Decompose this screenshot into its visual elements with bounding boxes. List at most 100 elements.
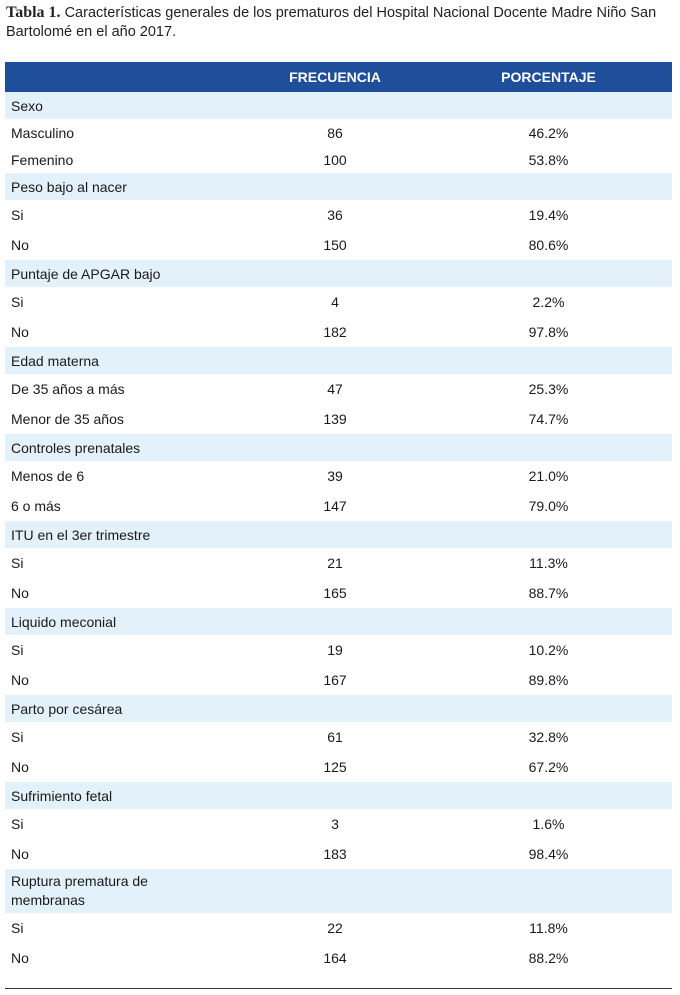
table-row: Menor de 35 años 139 74.7%	[5, 404, 672, 434]
table-row: Menos de 6 39 21.0%	[5, 461, 672, 491]
row-label: Si	[5, 287, 245, 317]
row-porcentaje: 32.8%	[425, 722, 672, 752]
table-caption-text: Características generales de los prematu…	[6, 5, 657, 40]
group-row: Parto por cesárea	[5, 695, 672, 722]
group-row: Liquido meconial	[5, 608, 672, 635]
group-row: Ruptura prematura de membranas	[5, 869, 672, 913]
characteristics-table: FRECUENCIA PORCENTAJE Sexo Masculino 86 46.…	[5, 62, 672, 973]
row-porcentaje: 89.8%	[425, 665, 672, 695]
row-label: No	[5, 839, 245, 869]
row-frecuencia: 36	[245, 200, 425, 230]
row-frecuencia: 150	[245, 230, 425, 260]
row-frecuencia: 21	[245, 548, 425, 578]
row-label: No	[5, 665, 245, 695]
header-porcentaje: PORCENTAJE	[425, 62, 672, 92]
table-row: No 182 97.8%	[5, 317, 672, 347]
group-row: Puntaje de APGAR bajo	[5, 260, 672, 287]
group-title: Parto por cesárea	[5, 695, 672, 722]
table-row: Si 3 1.6%	[5, 809, 672, 839]
header-variable	[5, 62, 245, 92]
row-porcentaje: 19.4%	[425, 200, 672, 230]
header-frecuencia: FRECUENCIA	[245, 62, 425, 92]
row-label: Si	[5, 913, 245, 943]
row-label: 6 o más	[5, 491, 245, 521]
row-label: Si	[5, 200, 245, 230]
row-frecuencia: 164	[245, 943, 425, 973]
row-porcentaje: 88.7%	[425, 578, 672, 608]
table-row: No 167 89.8%	[5, 665, 672, 695]
row-label: No	[5, 317, 245, 347]
table-bottom-rule	[5, 988, 672, 989]
table-caption-label: Tabla 1.	[6, 4, 61, 21]
row-label: No	[5, 943, 245, 973]
row-porcentaje: 53.8%	[425, 146, 672, 173]
row-label: Si	[5, 809, 245, 839]
row-porcentaje: 11.3%	[425, 548, 672, 578]
row-frecuencia: 61	[245, 722, 425, 752]
row-label: Menor de 35 años	[5, 404, 245, 434]
table-row: 6 o más 147 79.0%	[5, 491, 672, 521]
row-label: No	[5, 230, 245, 260]
row-porcentaje: 97.8%	[425, 317, 672, 347]
table-header-row: FRECUENCIA PORCENTAJE	[5, 62, 672, 92]
row-frecuencia: 47	[245, 374, 425, 404]
group-title: Sexo	[5, 92, 672, 119]
row-porcentaje: 46.2%	[425, 119, 672, 146]
table-row: Si 61 32.8%	[5, 722, 672, 752]
row-porcentaje: 25.3%	[425, 374, 672, 404]
row-frecuencia: 39	[245, 461, 425, 491]
group-row: Peso bajo al nacer	[5, 173, 672, 200]
row-frecuencia: 182	[245, 317, 425, 347]
row-label: Si	[5, 722, 245, 752]
table-row: No 150 80.6%	[5, 230, 672, 260]
table-row: Si 36 19.4%	[5, 200, 672, 230]
row-porcentaje: 11.8%	[425, 913, 672, 943]
group-row: Edad materna	[5, 347, 672, 374]
table-caption: Tabla 1. Características generales de lo…	[6, 3, 674, 42]
group-title: Liquido meconial	[5, 608, 672, 635]
group-title: Sufrimiento fetal	[5, 782, 672, 809]
row-frecuencia: 100	[245, 146, 425, 173]
group-row: ITU en el 3er trimestre	[5, 521, 672, 548]
row-label: Menos de 6	[5, 461, 245, 491]
row-label: Si	[5, 548, 245, 578]
row-frecuencia: 22	[245, 913, 425, 943]
row-frecuencia: 125	[245, 752, 425, 782]
group-row: Sexo	[5, 92, 672, 119]
row-label: Si	[5, 635, 245, 665]
row-porcentaje: 74.7%	[425, 404, 672, 434]
row-label: No	[5, 578, 245, 608]
row-porcentaje: 80.6%	[425, 230, 672, 260]
table-row: Femenino 100 53.8%	[5, 146, 672, 173]
row-frecuencia: 4	[245, 287, 425, 317]
group-row: Sufrimiento fetal	[5, 782, 672, 809]
row-frecuencia: 19	[245, 635, 425, 665]
table-row: Si 19 10.2%	[5, 635, 672, 665]
table-body: Sexo Masculino 86 46.2% Femenino 100 53.8% Peso…	[5, 92, 672, 973]
row-porcentaje: 79.0%	[425, 491, 672, 521]
row-porcentaje: 88.2%	[425, 943, 672, 973]
row-porcentaje: 21.0%	[425, 461, 672, 491]
row-frecuencia: 165	[245, 578, 425, 608]
row-porcentaje: 98.4%	[425, 839, 672, 869]
group-title: Edad materna	[5, 347, 672, 374]
row-porcentaje: 2.2%	[425, 287, 672, 317]
table-row: No 125 67.2%	[5, 752, 672, 782]
row-frecuencia: 147	[245, 491, 425, 521]
group-title: ITU en el 3er trimestre	[5, 521, 672, 548]
row-porcentaje: 10.2%	[425, 635, 672, 665]
table-row: De 35 años a más 47 25.3%	[5, 374, 672, 404]
group-title: Puntaje de APGAR bajo	[5, 260, 672, 287]
table-row: No 183 98.4%	[5, 839, 672, 869]
table-row: Si 22 11.8%	[5, 913, 672, 943]
row-porcentaje: 1.6%	[425, 809, 672, 839]
row-frecuencia: 183	[245, 839, 425, 869]
group-title: Peso bajo al nacer	[5, 173, 672, 200]
row-frecuencia: 86	[245, 119, 425, 146]
table-row: No 164 88.2%	[5, 943, 672, 973]
row-frecuencia: 3	[245, 809, 425, 839]
row-frecuencia: 139	[245, 404, 425, 434]
row-label: No	[5, 752, 245, 782]
row-label: De 35 años a más	[5, 374, 245, 404]
row-porcentaje: 67.2%	[425, 752, 672, 782]
